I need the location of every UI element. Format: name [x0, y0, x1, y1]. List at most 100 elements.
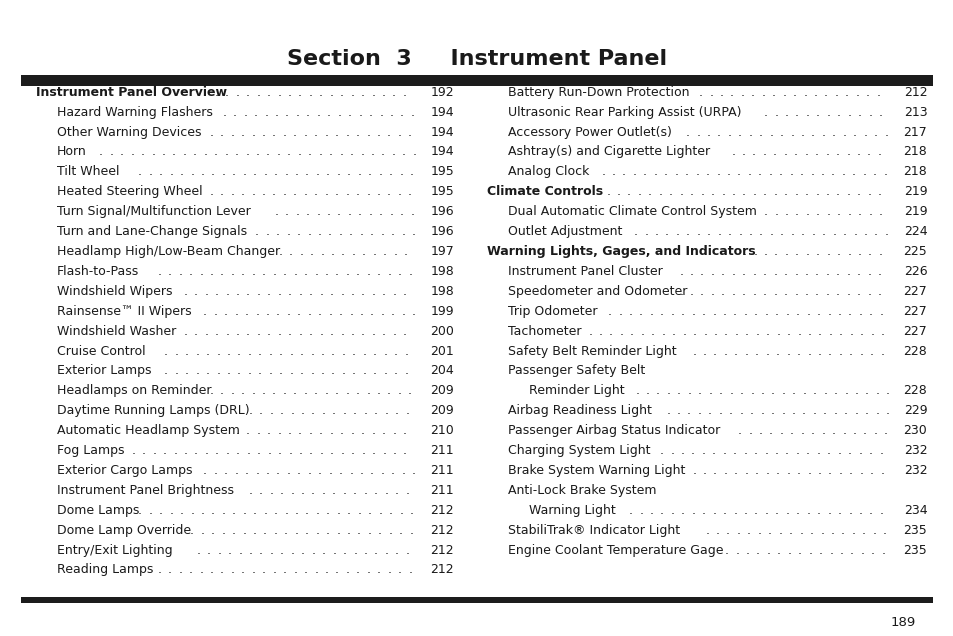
Text: .: . [618, 305, 621, 318]
Text: .: . [789, 125, 793, 139]
Text: .: . [370, 464, 374, 477]
Text: .: . [382, 245, 387, 258]
Text: 198: 198 [430, 265, 454, 278]
Text: 235: 235 [902, 523, 926, 537]
Text: .: . [230, 185, 234, 198]
Text: .: . [309, 324, 313, 338]
Text: .: . [739, 404, 742, 417]
Text: .: . [763, 305, 768, 318]
Text: .: . [168, 563, 172, 576]
Text: .: . [846, 245, 850, 258]
Text: .: . [700, 285, 703, 298]
Text: .: . [689, 265, 693, 278]
Text: .: . [845, 185, 850, 198]
Text: .: . [866, 185, 870, 198]
Text: .: . [366, 185, 370, 198]
Text: .: . [227, 364, 231, 377]
Text: .: . [203, 464, 207, 477]
Text: .: . [179, 504, 184, 517]
Text: .: . [309, 444, 313, 457]
Text: .: . [210, 384, 213, 398]
Text: .: . [339, 424, 343, 437]
Text: .: . [158, 504, 163, 517]
Text: 196: 196 [430, 205, 454, 218]
Text: 211: 211 [430, 464, 454, 477]
Text: Accessory Power Outlet(s): Accessory Power Outlet(s) [507, 125, 671, 139]
Text: .: . [791, 404, 795, 417]
Text: .: . [815, 185, 819, 198]
Text: .: . [722, 504, 726, 517]
Text: Speedometer and Odometer: Speedometer and Odometer [507, 285, 686, 298]
Text: .: . [368, 106, 373, 119]
Text: .: . [235, 86, 239, 99]
Text: .: . [245, 464, 249, 477]
Text: .: . [394, 364, 397, 377]
Text: .: . [374, 404, 377, 417]
Text: .: . [264, 106, 268, 119]
Text: .: . [738, 125, 741, 139]
Text: .: . [190, 504, 194, 517]
Text: .: . [804, 106, 809, 119]
Text: .: . [263, 504, 267, 517]
Text: .: . [783, 205, 788, 218]
Text: .: . [752, 285, 756, 298]
Text: .: . [794, 205, 799, 218]
Text: .: . [734, 324, 738, 338]
Text: .: . [336, 504, 340, 517]
Text: .: . [858, 504, 862, 517]
Text: .: . [404, 345, 408, 357]
Text: .: . [764, 464, 768, 477]
Text: .: . [204, 444, 209, 457]
Text: 204: 204 [430, 364, 454, 377]
Text: .: . [318, 424, 323, 437]
Text: .: . [626, 185, 631, 198]
Text: .: . [219, 125, 224, 139]
Text: .: . [605, 185, 610, 198]
Text: .: . [784, 444, 788, 457]
Text: Fog Lamps: Fog Lamps [57, 444, 125, 457]
Text: 209: 209 [430, 404, 454, 417]
Text: .: . [251, 185, 255, 198]
Text: .: . [317, 225, 321, 238]
Text: .: . [754, 345, 758, 357]
Text: .: . [799, 523, 802, 537]
Text: .: . [720, 265, 724, 278]
Text: .: . [332, 484, 335, 497]
Text: .: . [809, 523, 813, 537]
Text: .: . [760, 384, 763, 398]
Text: .: . [877, 146, 881, 158]
Text: .: . [305, 165, 309, 178]
Text: .: . [395, 544, 398, 556]
Text: 218: 218 [902, 165, 926, 178]
Text: .: . [761, 146, 766, 158]
Text: .: . [708, 86, 713, 99]
Text: .: . [246, 285, 250, 298]
Text: .: . [362, 345, 366, 357]
Text: .: . [261, 384, 265, 398]
Text: .: . [331, 245, 335, 258]
Text: Headlamps on Reminder: Headlamps on Reminder [57, 384, 212, 398]
Text: .: . [303, 265, 308, 278]
Text: Windshield Washer: Windshield Washer [57, 324, 176, 338]
Text: .: . [299, 364, 303, 377]
Text: .: . [321, 404, 325, 417]
Text: .: . [856, 146, 860, 158]
Text: 192: 192 [430, 86, 454, 99]
Text: .: . [203, 305, 207, 318]
Text: 227: 227 [902, 324, 926, 338]
Text: .: . [377, 523, 381, 537]
Text: .: . [680, 504, 684, 517]
Text: .: . [277, 444, 281, 457]
Text: 230: 230 [902, 424, 926, 437]
Text: .: . [718, 384, 722, 398]
Text: .: . [845, 265, 849, 278]
Text: .: . [397, 384, 401, 398]
Text: .: . [168, 265, 172, 278]
Text: .: . [347, 504, 351, 517]
Text: .: . [382, 444, 386, 457]
Text: .: . [338, 464, 342, 477]
Text: .: . [866, 265, 870, 278]
Text: .: . [257, 364, 262, 377]
Text: .: . [395, 484, 398, 497]
Text: .: . [671, 324, 675, 338]
